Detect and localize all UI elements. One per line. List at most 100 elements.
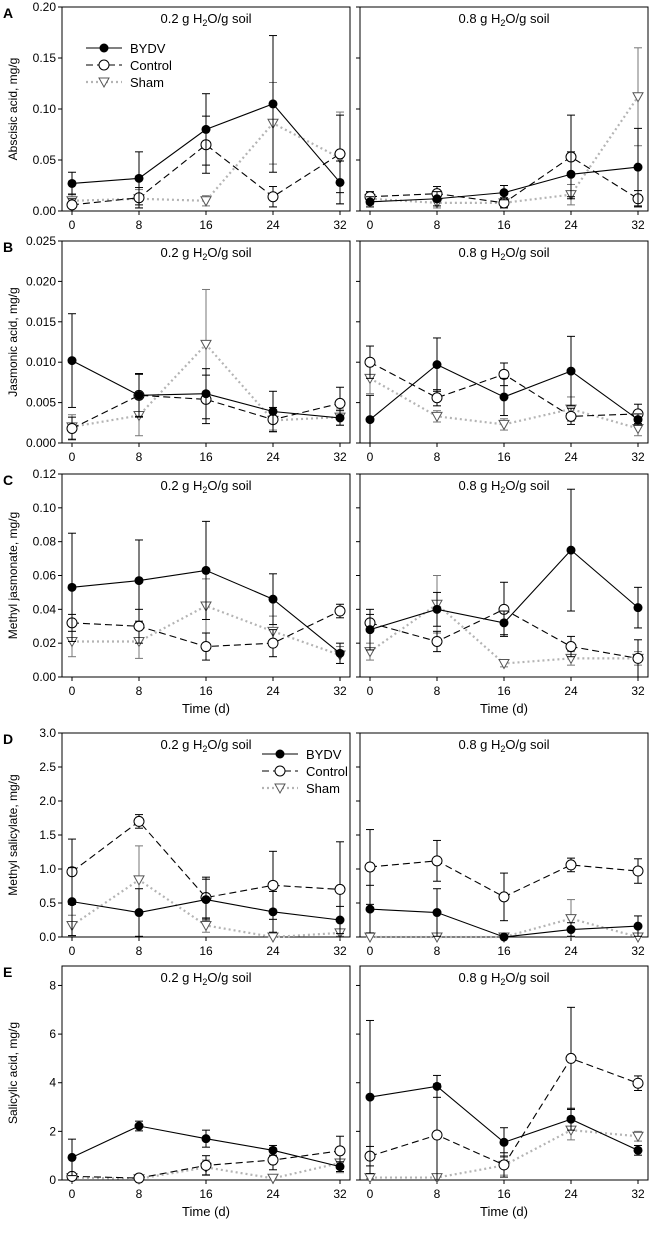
data-point-bydv	[499, 392, 509, 402]
y-tick-label: 1.0	[39, 862, 56, 876]
data-point-control	[267, 1154, 279, 1166]
subplot-title: 0.2 g H2O/g soil	[160, 970, 251, 987]
y-tick-label: 0.5	[39, 896, 56, 910]
x-tick-label: 32	[631, 1187, 645, 1201]
y-tick-label: 2	[49, 1124, 56, 1138]
data-point-control	[431, 635, 443, 647]
legend-marker	[98, 59, 110, 71]
y-tick-label: 0.04	[33, 602, 57, 616]
x-axis-label: Time (d)	[182, 701, 230, 716]
data-point-bydv	[365, 197, 375, 207]
series-line-sham	[369, 96, 639, 204]
x-tick-label: 8	[136, 684, 143, 698]
data-point-bydv	[67, 356, 77, 366]
data-point-control	[364, 356, 376, 368]
x-tick-label: 32	[333, 1187, 347, 1201]
data-point-bydv	[499, 618, 509, 628]
data-point-control	[200, 1159, 212, 1171]
data-point-control	[565, 859, 577, 871]
data-point-bydv	[201, 389, 211, 399]
y-axis-label: Abscisic acid, mg/g	[6, 58, 20, 161]
data-point-bydv	[432, 908, 442, 918]
data-point-control	[66, 422, 78, 434]
x-tick-label: 32	[631, 450, 645, 464]
x-tick-label: 0	[367, 450, 374, 464]
y-tick-label: 0.05	[33, 153, 57, 167]
x-tick-label: 24	[266, 684, 280, 698]
y-tick-label: 0.12	[33, 467, 57, 481]
y-tick-label: 0.000	[26, 436, 56, 450]
data-point-sham	[267, 1173, 279, 1185]
subplot-title: 0.8 g H2O/g soil	[458, 970, 549, 987]
x-tick-label: 8	[434, 450, 441, 464]
data-point-bydv	[432, 194, 442, 204]
data-point-control	[133, 815, 145, 827]
subplot-title: 0.8 g H2O/g soil	[458, 11, 549, 28]
x-tick-label: 8	[136, 450, 143, 464]
y-tick-label: 8	[49, 978, 56, 992]
y-tick-label: 0.020	[26, 274, 56, 288]
x-tick-label: 32	[333, 450, 347, 464]
panel-letter: B	[3, 239, 13, 255]
data-point-control	[267, 637, 279, 649]
x-axis-label: Time (d)	[182, 1204, 230, 1219]
x-axis-label: Time (d)	[480, 701, 528, 716]
data-point-bydv	[268, 99, 278, 109]
x-tick-label: 24	[266, 218, 280, 232]
x-tick-label: 24	[564, 450, 578, 464]
x-tick-label: 16	[497, 684, 511, 698]
data-point-control	[334, 397, 346, 409]
data-point-bydv	[499, 932, 509, 942]
legend-marker	[99, 43, 109, 53]
data-point-control	[66, 199, 78, 211]
data-point-sham	[632, 92, 644, 103]
legend-label: BYDV	[130, 41, 166, 56]
data-point-bydv	[566, 169, 576, 179]
panel-letter: D	[3, 731, 13, 747]
y-tick-label: 0.10	[33, 102, 57, 116]
y-tick-label: 0.02	[33, 636, 57, 650]
x-tick-label: 8	[434, 1187, 441, 1201]
legend-label: BYDV	[306, 747, 342, 762]
x-tick-label: 32	[631, 684, 645, 698]
data-point-bydv	[134, 1121, 144, 1131]
data-point-bydv	[633, 162, 643, 172]
legend-marker	[274, 765, 286, 777]
data-point-control	[334, 883, 346, 895]
data-point-control	[632, 652, 644, 664]
data-point-sham	[267, 932, 279, 944]
series-line-control	[71, 144, 341, 206]
panel-letter: A	[3, 5, 13, 21]
data-point-bydv	[134, 390, 144, 400]
y-tick-label: 0.06	[33, 569, 57, 583]
data-point-control	[632, 865, 644, 877]
data-point-control	[133, 1172, 145, 1184]
x-tick-label: 0	[69, 450, 76, 464]
data-point-control	[431, 392, 443, 404]
subplot-title: 0.2 g H2O/g soil	[160, 737, 251, 754]
data-point-bydv	[201, 124, 211, 134]
x-tick-label: 32	[333, 218, 347, 232]
data-point-bydv	[633, 921, 643, 931]
y-tick-label: 0.025	[26, 234, 56, 248]
data-point-sham	[498, 658, 510, 670]
data-point-control	[267, 879, 279, 891]
x-tick-label: 8	[434, 684, 441, 698]
data-point-bydv	[432, 604, 442, 614]
subplot-title: 0.2 g H2O/g soil	[160, 11, 251, 28]
x-tick-label: 24	[564, 944, 578, 958]
data-point-bydv	[335, 1162, 345, 1172]
data-point-sham	[133, 875, 145, 886]
data-point-bydv	[432, 1081, 442, 1091]
data-point-bydv	[365, 625, 375, 635]
y-tick-label: 2.5	[39, 760, 56, 774]
panel-letter: E	[3, 964, 12, 980]
x-axis-label: Time (d)	[480, 1204, 528, 1219]
data-point-control	[133, 620, 145, 632]
y-tick-label: 0.08	[33, 535, 57, 549]
x-tick-label: 8	[136, 218, 143, 232]
subplot-title: 0.8 g H2O/g soil	[458, 478, 549, 495]
x-tick-label: 16	[199, 218, 213, 232]
plot-frame	[359, 6, 649, 212]
